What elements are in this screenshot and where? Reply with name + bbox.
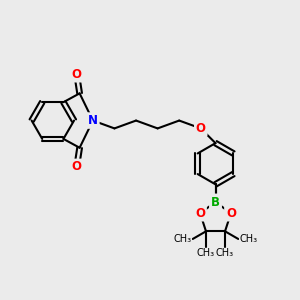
- Text: O: O: [72, 160, 82, 173]
- Text: CH₃: CH₃: [240, 234, 258, 244]
- Text: O: O: [195, 207, 205, 220]
- Text: N: N: [88, 114, 98, 127]
- Text: CH₃: CH₃: [173, 234, 191, 244]
- Text: O: O: [226, 207, 236, 220]
- Text: O: O: [72, 68, 82, 81]
- Text: CH₃: CH₃: [197, 248, 215, 258]
- Text: O: O: [196, 122, 206, 135]
- Text: B: B: [211, 196, 220, 208]
- Text: CH₃: CH₃: [216, 248, 234, 258]
- Text: B: B: [211, 196, 220, 208]
